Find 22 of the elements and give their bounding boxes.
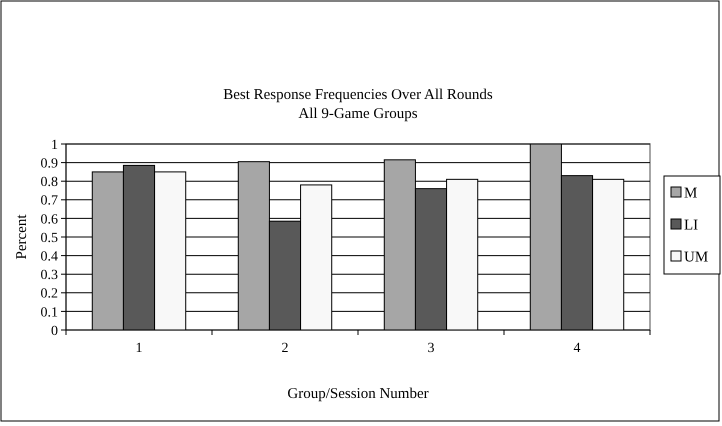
y-tick-label: 0.9 <box>40 156 58 172</box>
y-tick-label: 0.3 <box>40 268 58 284</box>
x-tick-label: 2 <box>282 341 288 356</box>
x-tick-label: 3 <box>428 341 434 356</box>
y-tick-label: 0.6 <box>40 212 58 228</box>
y-tick-label: 0.5 <box>40 230 58 246</box>
y-tick-label: 1 <box>51 138 58 153</box>
chart-title: Best Response Frequencies Over All Rounds <box>223 87 493 103</box>
y-tick-label: 0.7 <box>40 194 58 209</box>
x-axis-title: Group/Session Number <box>287 386 429 402</box>
legend-label: UM <box>684 249 708 266</box>
y-tick-label: 0.1 <box>40 305 58 320</box>
y-tick-label: 0 <box>51 324 58 339</box>
legend-label: LI <box>684 217 698 234</box>
legend-label: M <box>684 185 698 202</box>
x-tick-label: 4 <box>574 341 580 356</box>
y-tick-label: 0.4 <box>40 250 58 264</box>
chart-subtitle: All 9-Game Groups <box>298 106 418 122</box>
y-axis-title: Percent <box>14 214 30 260</box>
y-tick-label: 0.2 <box>40 286 58 302</box>
x-tick-label: 1 <box>136 341 142 356</box>
y-tick-label: 0.8 <box>40 175 58 190</box>
